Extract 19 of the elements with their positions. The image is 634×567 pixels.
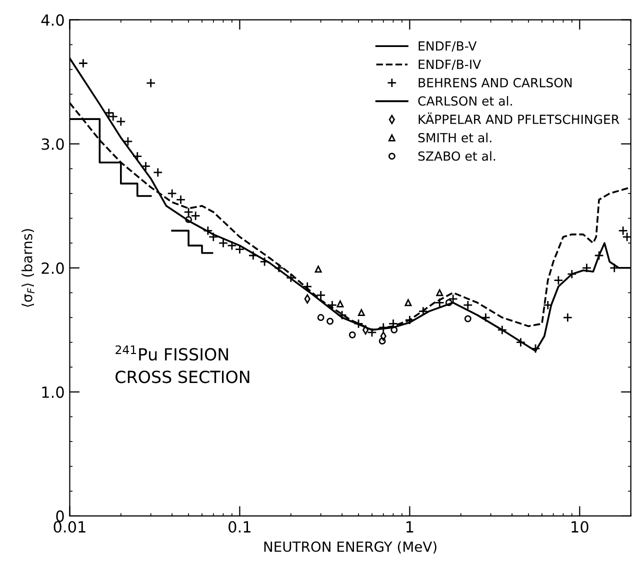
- y-tick-label: 0: [56, 510, 64, 522]
- legend-label: ENDF/B-V: [418, 41, 477, 52]
- legend-label: SZABO et al.: [418, 151, 496, 161]
- x-axis-title: NEUTRON ENERGY (MeV): [264, 541, 436, 554]
- legend-label: ENDF/B-IV: [418, 60, 482, 70]
- legend-label: CARLSON et al.: [418, 96, 512, 106]
- legend-label: BEHRENS AND CARLSON: [418, 78, 572, 88]
- legend-label: KÄPPELAR AND PFLETSCHINGER: [418, 112, 620, 124]
- x-tick-label: 0.01: [54, 521, 86, 533]
- y-tick-label: 1.0: [42, 386, 64, 398]
- y-tick-label: 3.0: [42, 138, 64, 150]
- x-tick-label: 10: [572, 521, 588, 533]
- x-tick-label: 1: [406, 521, 414, 532]
- y-axis-title: ⟨σ$_{F}$⟩ (barns): [22, 229, 34, 307]
- legend-label: SMITH et al.: [418, 132, 492, 142]
- x-tick-label: 0.1: [228, 521, 250, 533]
- y-tick-label: 2.0: [42, 262, 64, 274]
- annotation: $^{241}$Pu FISSION CROSS SECTION: [116, 345, 250, 384]
- y-tick-label: 4.0: [41, 14, 64, 26]
